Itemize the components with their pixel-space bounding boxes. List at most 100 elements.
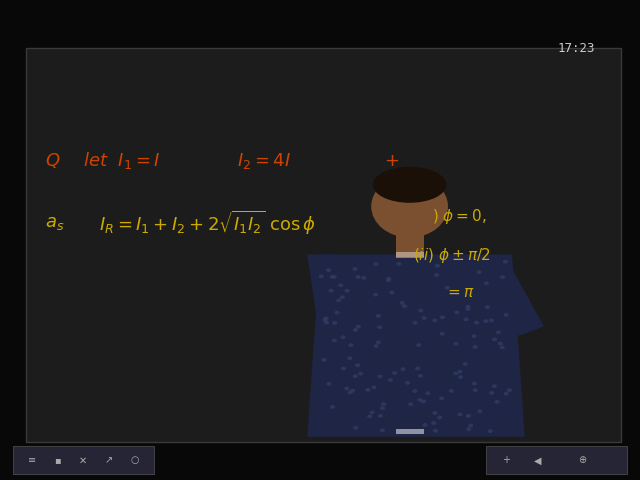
Circle shape [338, 283, 343, 287]
Circle shape [477, 409, 483, 413]
Bar [301, 96, 339, 312]
Bar [396, 429, 424, 434]
Text: ▪: ▪ [54, 456, 61, 465]
Text: $a_s$: $a_s$ [45, 214, 64, 232]
Circle shape [504, 313, 509, 317]
Circle shape [437, 416, 442, 420]
Circle shape [422, 316, 427, 320]
Circle shape [332, 321, 337, 325]
Circle shape [389, 290, 394, 294]
Circle shape [319, 275, 324, 278]
Circle shape [387, 277, 392, 281]
Circle shape [332, 338, 337, 342]
Circle shape [498, 342, 503, 346]
Circle shape [356, 275, 361, 279]
Circle shape [435, 264, 440, 268]
Circle shape [371, 385, 376, 389]
Circle shape [496, 330, 501, 334]
Bar [275, 96, 314, 312]
Circle shape [449, 389, 454, 393]
Circle shape [326, 382, 332, 386]
Circle shape [489, 319, 494, 323]
Text: ○: ○ [130, 456, 139, 465]
Bar [198, 96, 237, 312]
Polygon shape [486, 269, 544, 336]
Bar [96, 96, 134, 312]
Circle shape [353, 267, 358, 271]
Circle shape [467, 427, 472, 431]
Text: $= \pi$: $= \pi$ [445, 285, 475, 300]
Circle shape [344, 289, 349, 293]
Bar [147, 96, 186, 312]
Bar [13, 446, 154, 474]
Circle shape [323, 316, 328, 320]
Circle shape [453, 342, 458, 346]
Bar [122, 96, 160, 312]
Bar [250, 96, 288, 312]
Circle shape [330, 275, 335, 279]
Circle shape [399, 301, 404, 305]
Circle shape [323, 318, 328, 322]
Bar [429, 96, 467, 312]
Circle shape [412, 389, 417, 393]
Circle shape [465, 305, 470, 309]
Ellipse shape [371, 175, 448, 238]
Circle shape [458, 370, 463, 373]
Circle shape [472, 345, 477, 349]
Circle shape [472, 334, 477, 338]
Circle shape [381, 402, 386, 406]
Circle shape [340, 335, 346, 339]
Circle shape [402, 304, 407, 308]
Circle shape [483, 319, 488, 323]
Circle shape [503, 260, 508, 264]
Bar [173, 96, 211, 312]
Circle shape [369, 410, 374, 414]
Circle shape [417, 398, 422, 402]
Circle shape [344, 386, 349, 390]
Circle shape [373, 293, 378, 297]
Circle shape [422, 423, 428, 427]
Circle shape [488, 429, 493, 433]
Circle shape [413, 321, 418, 324]
Circle shape [440, 332, 445, 336]
Circle shape [374, 344, 379, 348]
Circle shape [324, 321, 329, 324]
Circle shape [336, 299, 341, 302]
Circle shape [500, 346, 505, 349]
Circle shape [439, 396, 444, 400]
Circle shape [433, 411, 438, 415]
Circle shape [492, 337, 497, 341]
Polygon shape [307, 254, 525, 437]
Circle shape [348, 343, 353, 347]
Text: 17:23: 17:23 [557, 41, 595, 55]
Circle shape [472, 382, 477, 385]
Bar [396, 252, 424, 258]
Circle shape [376, 340, 381, 344]
Circle shape [466, 414, 471, 418]
Circle shape [489, 391, 494, 395]
Bar [326, 96, 365, 312]
Circle shape [433, 429, 438, 432]
Text: $Q$: $Q$ [45, 151, 60, 170]
Circle shape [458, 375, 463, 379]
Circle shape [458, 412, 463, 416]
Circle shape [484, 305, 490, 309]
Text: ⊕: ⊕ [579, 456, 586, 465]
Circle shape [445, 286, 450, 289]
Bar [352, 96, 390, 312]
Circle shape [353, 328, 358, 332]
Circle shape [355, 363, 360, 367]
Circle shape [348, 356, 353, 360]
Circle shape [425, 391, 430, 395]
Circle shape [408, 402, 413, 406]
Circle shape [418, 374, 423, 378]
Circle shape [340, 295, 345, 299]
Circle shape [332, 275, 337, 279]
Circle shape [350, 389, 355, 393]
Text: $let\ \ \mathit{I}_1 = \mathit{I}$: $let\ \ \mathit{I}_1 = \mathit{I}$ [83, 150, 161, 171]
Circle shape [440, 315, 445, 319]
Bar [26, 48, 621, 442]
Circle shape [484, 281, 489, 285]
Text: $I_R = I_1 + I_2 + 2\sqrt{I_1 I_2}\ \cos\phi$: $I_R = I_1 + I_2 + 2\sqrt{I_1 I_2}\ \cos… [99, 209, 316, 237]
Circle shape [507, 388, 512, 392]
